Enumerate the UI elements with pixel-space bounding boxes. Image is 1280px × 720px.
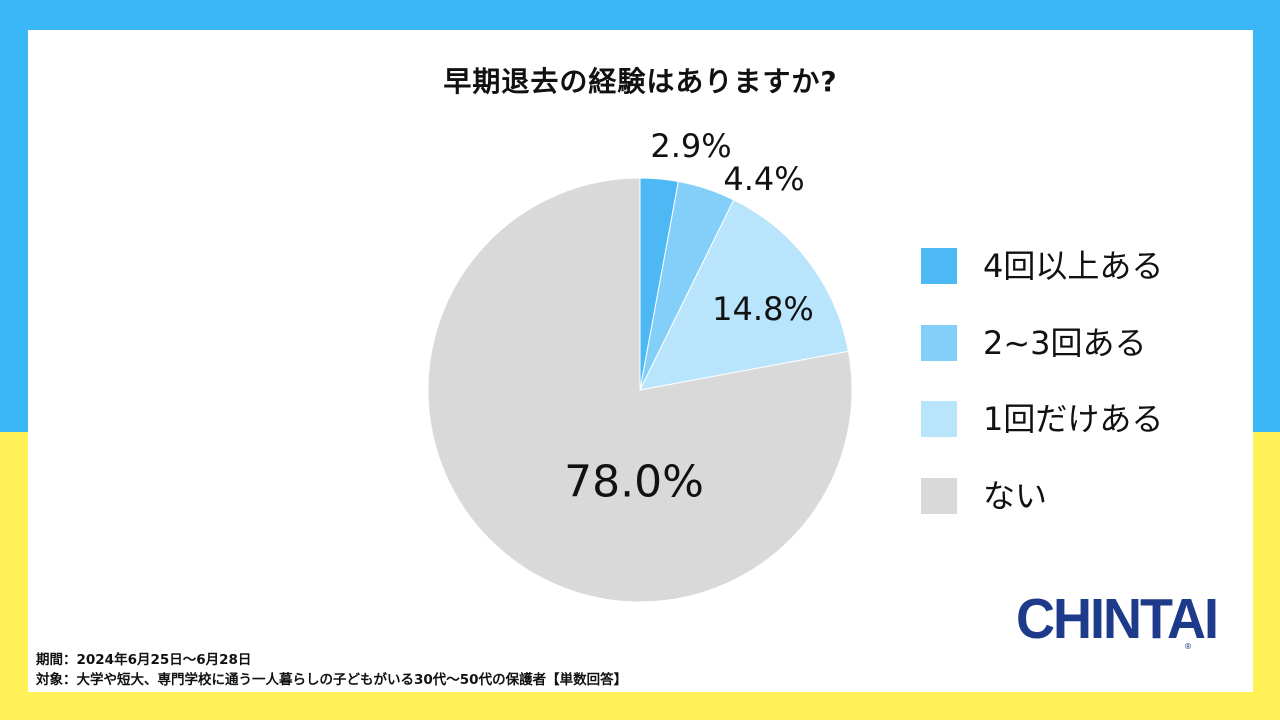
pie-chart: 2.9%4.4% 14.8% 78.0% [427,127,853,603]
chart-title: 早期退去の経験はありますか? [443,65,838,98]
legend-item-none: ない [921,476,1221,515]
chart-card: 早期退去の経験はありますか? 2.9% 4.4% 14.8% 78.0% 4回以上ある… [28,30,1253,692]
legend-swatch [921,325,957,361]
slice-label: 14.8% [712,290,814,328]
legend-label: 2~3回ある [983,324,1147,362]
legend-label: 1回だけある [983,400,1164,438]
legend-swatch [921,478,957,514]
footnote-target: 対象：大学や短大、専門学校に通う一人暮らしの子どもがいる30代〜50代の保護者【… [36,672,628,688]
legend-label: ない [983,477,1048,515]
slice-once [639,199,850,391]
logo-registered-mark: ® [1184,642,1192,651]
footnote-period: 期間：2024年6月25日〜6月28日 [36,652,252,668]
chintai-logo: CHINTAI [1016,587,1219,651]
slice-label: 4.4% [723,160,804,198]
legend-label: 4回以上ある [983,247,1164,285]
legend-item-2to3: 2~3回ある [921,323,1221,362]
legend-swatch [921,248,957,284]
legend-item-once: 1回だけある [921,399,1221,438]
slice-none [427,177,853,603]
slice-label: 2.9% [650,127,731,165]
legend-swatch [921,401,957,437]
slice-label: 78.0% [564,457,704,508]
legend-item-4plus: 4回以上ある [921,246,1221,285]
